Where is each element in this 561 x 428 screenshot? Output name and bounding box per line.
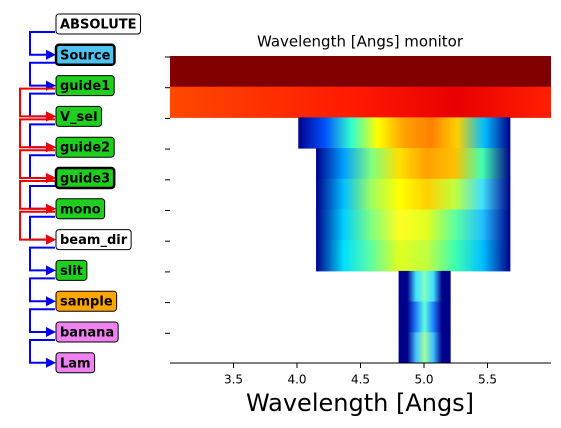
node-label: beam_dir [60, 233, 128, 248]
node-box [55, 198, 106, 220]
node-box [55, 290, 118, 312]
intensity-band [398, 332, 451, 364]
component-node: Source [54, 43, 116, 67]
intensity-band [316, 178, 511, 210]
link-arrow [19, 180, 55, 210]
link-arrow [29, 215, 55, 241]
node-box [54, 166, 116, 190]
intensity-band [316, 148, 511, 180]
instrument-diagram: ABSOLUTE Source guide1 V_sel guide2 guide3 mon… [19, 13, 142, 374]
arrow-head [46, 49, 56, 60]
component-node: guide1 [55, 75, 115, 97]
node-label: V_sel [60, 110, 98, 125]
link-arrow [19, 118, 55, 149]
node-box [55, 105, 103, 127]
component-node: V_sel [55, 105, 103, 127]
node-box [55, 136, 115, 158]
link-arrow [29, 246, 55, 272]
node-label: slit [60, 264, 83, 279]
component-node: sample [55, 290, 118, 312]
link-arrow [29, 31, 55, 56]
node-label: guide1 [60, 79, 110, 94]
node-label: Lam [60, 356, 91, 371]
component-node: slit [55, 259, 88, 281]
link-arrow [19, 87, 55, 118]
link-arrow [19, 210, 55, 241]
x-tick-label: 3.5 [224, 373, 243, 387]
intensity-band [170, 56, 551, 88]
node-box [54, 43, 116, 67]
component-node: ABSOLUTE [55, 13, 142, 35]
intensity-band [398, 270, 451, 303]
component-node: guide2 [55, 136, 115, 158]
node-box [55, 229, 132, 251]
x-tick-label: 5.5 [478, 373, 497, 387]
monitor-chart: Wavelength [Angs] monitor Wavelength [An… [165, 33, 551, 417]
link-arrow [29, 154, 55, 179]
arrow-head [46, 357, 56, 368]
node-box [55, 75, 115, 97]
x-tick-label: 4.5 [351, 373, 370, 387]
node-label: guide2 [60, 141, 110, 156]
node-label: mono [60, 202, 101, 217]
node-box [55, 352, 96, 374]
intensity-band [316, 209, 511, 241]
node-label: sample [60, 295, 113, 310]
intensity-band [298, 117, 511, 149]
node-label: Source [60, 48, 111, 63]
x-tick-label: 5.0 [414, 373, 433, 387]
arrow-head [46, 234, 56, 245]
arrow-head [46, 296, 56, 307]
intensity-band [398, 301, 451, 333]
link-arrow [29, 185, 55, 210]
node-box [55, 13, 142, 35]
node-box [55, 259, 88, 281]
component-node: banana [55, 321, 119, 343]
component-node: mono [55, 198, 106, 220]
node-label: guide3 [60, 172, 110, 187]
arrow-head [46, 265, 56, 276]
node-label: banana [60, 326, 114, 341]
link-arrow [19, 149, 55, 179]
link-arrow [29, 277, 55, 303]
component-node: beam_dir [55, 229, 132, 251]
intensity-band [316, 240, 511, 272]
arrow-head [46, 327, 56, 337]
x-axis-label: Wavelength [Angs] [246, 389, 474, 417]
link-arrow [29, 123, 55, 149]
intensity-band [170, 86, 551, 118]
node-box [55, 321, 119, 343]
node-label: ABSOLUTE [60, 18, 137, 33]
x-tick-label: 4.0 [287, 373, 306, 387]
link-arrow [29, 61, 55, 87]
link-arrow [29, 92, 55, 118]
chart-title: Wavelength [Angs] monitor [257, 33, 464, 51]
link-arrow [29, 308, 55, 333]
component-node: Lam [55, 352, 96, 374]
link-arrow [29, 339, 55, 364]
component-node: guide3 [54, 166, 116, 190]
